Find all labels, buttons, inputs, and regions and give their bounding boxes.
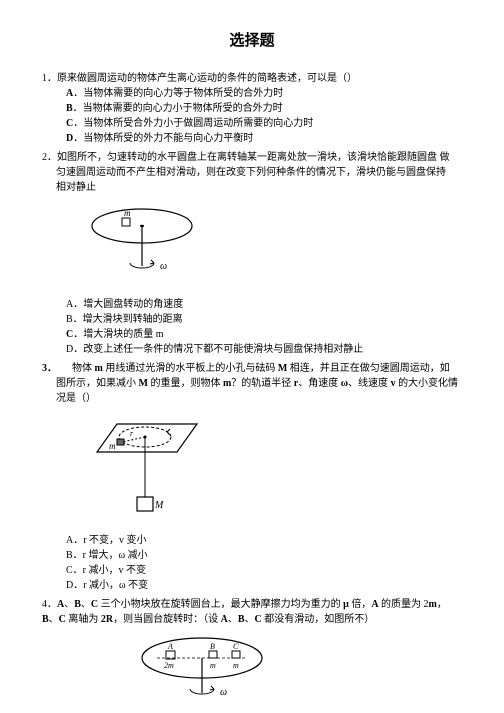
question-2: 2．如图所不，匀速转动的水平圆盘上在离转轴某一距离处放一滑块，该滑块恰能跟随圆盘… xyxy=(42,150,462,357)
label-C: C xyxy=(233,642,239,651)
q2-stem-3: 相对静止 xyxy=(42,180,462,195)
q1-opt-b: B．当物体需要的向心力小于物体所受的合外力时 xyxy=(42,101,462,116)
q3-stem-3: 况是（） xyxy=(42,391,462,406)
q2-opt-d: D．改变上述任一条件的情况下都不可能使滑块与圆盘保持相对静止 xyxy=(42,342,462,357)
q2-stem-1: 2．如图所不，匀速转动的水平圆盘上在离转轴某一距离处放一滑块，该滑块恰能跟随圆盘… xyxy=(42,150,462,165)
q2-figure: m ω xyxy=(42,201,462,291)
q4-figure: A B C 2m m m ω xyxy=(42,633,462,713)
q1-opt-c: C．当物体所受合外力小于做圆周运动所需要的向心力时 xyxy=(42,116,462,131)
label-omega-4: ω xyxy=(220,687,227,698)
q3-stem-2: 图所示，如果减小 M 的重量，则物体 m？的轨道半径 r、角速度 ω、线速度 v… xyxy=(42,376,462,391)
label-r: r xyxy=(130,429,134,438)
q2-stem-2: 匀速圆周运动而不产生相对滑动，则在改变下列何种条件的情况下，滑块仍能与圆盘保持 xyxy=(42,165,462,180)
q3-opt-c: C．r 减小，v 不变 xyxy=(42,563,462,578)
label-M-big: M xyxy=(154,500,164,511)
q3-opt-d: D．r 减小，ω 不变 xyxy=(42,578,462,593)
label-mB: m xyxy=(210,661,216,670)
question-3: 3． 物体 m 用线通过光滑的水平板上的小孔与砝码 M 相连，并且正在做匀速圆周… xyxy=(42,361,462,593)
label-mC: m xyxy=(233,661,239,670)
q4-stem-1: 4．A、B、C 三个小物块放在旋转圆台上，最大静摩擦力均为重力的 μ 倍，A 的… xyxy=(42,597,462,612)
q2-opt-c: C．增大滑块的质量 m xyxy=(42,327,462,342)
question-4: 4．A、B、C 三个小物块放在旋转圆台上，最大静摩擦力均为重力的 μ 倍，A 的… xyxy=(42,597,462,713)
rotating-table-icon: A B C 2m m m ω xyxy=(132,633,282,713)
table-hole-icon: r m M xyxy=(82,412,212,527)
disk-icon: m ω xyxy=(82,201,212,291)
q1-opt-a: AA．当物体需要的向心力等于物体所受的合外力时．当物体需要的向心力等于物体所受的… xyxy=(42,86,462,101)
label-B: B xyxy=(210,642,215,651)
q3-figure: r m M xyxy=(42,412,462,527)
q1-stem: 1．原来做圆周运动的物体产生离心运动的条件的简略表述，可以是（） xyxy=(42,71,462,86)
label-2m: 2m xyxy=(164,661,174,670)
q2-opt-b: B．增大滑块到转轴的距离 xyxy=(42,312,462,327)
q3-opt-b: B．r 增大，ω 减小 xyxy=(42,548,462,563)
q3-stem-1: 3． 物体 m 用线通过光滑的水平板上的小孔与砝码 M 相连，并且正在做匀速圆周… xyxy=(42,361,462,376)
page-title: 选择题 xyxy=(42,30,462,53)
label-m: m xyxy=(124,208,131,218)
q4-stem-2: B、C 离轴为 2R，则当圆台旋转时：（设 A、B、C 都没有滑动，如图所不） xyxy=(42,612,462,627)
label-omega: ω xyxy=(160,261,167,272)
q1-opt-d: D．当物体所受的外力不能与向心力平衡时 xyxy=(42,131,462,146)
label-m-small: m xyxy=(109,441,116,451)
q2-opt-a: A．增大圆盘转动的角速度 xyxy=(42,297,462,312)
q3-opt-a: A．r 不变，v 变小 xyxy=(42,533,462,548)
question-1: 1．原来做圆周运动的物体产生离心运动的条件的简略表述，可以是（） AA．当物体需… xyxy=(42,71,462,146)
label-A: A xyxy=(167,642,173,651)
